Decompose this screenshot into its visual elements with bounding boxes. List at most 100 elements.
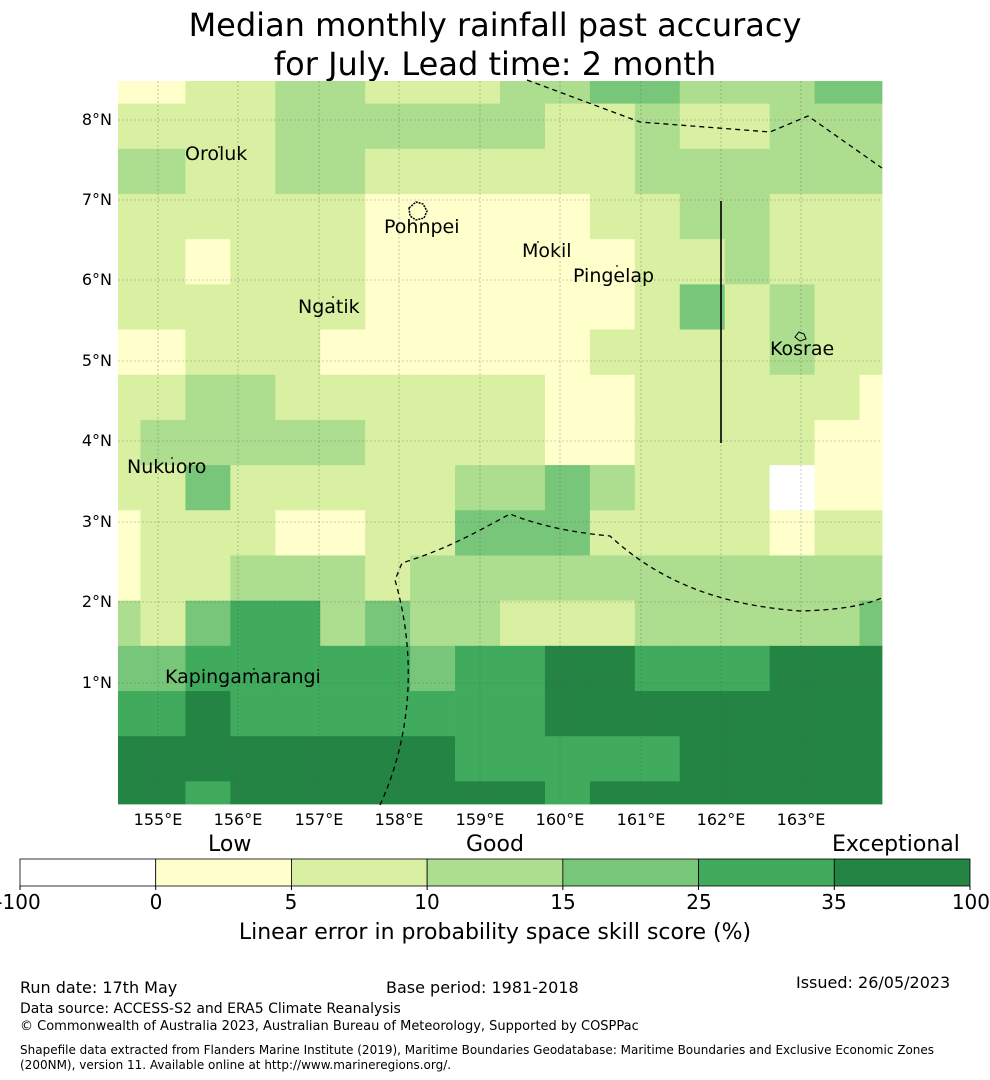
issued-date: Issued: 26/05/2023 [796,973,951,992]
lon-label-156e: 156°E [213,810,263,829]
grid-cell [814,645,860,692]
lat-label-7n: 7°N [81,190,112,209]
colorbar-tick-10: 10 [414,890,440,914]
grid-cell [320,645,366,692]
grid-cell [679,781,726,805]
grid-cell [500,374,546,421]
grid-cell [724,148,771,195]
grid-cell [769,691,815,737]
grid-cell [859,736,883,782]
grid-cell [230,691,276,737]
grid-cell [185,193,231,240]
grid-cell [724,691,771,737]
colorbar-tick-5: 5 [284,890,298,914]
grid-cell [769,329,815,376]
colorbar-tick-35: 35 [821,890,847,914]
colorbar-category-exceptional: Exceptional [832,832,960,857]
grid-cell [814,103,860,150]
grid-cell [320,193,366,240]
grid-cell [724,781,771,805]
grid-cell [589,284,636,330]
grid-cell [769,284,815,330]
grid-cell [544,465,591,511]
grid-cell [859,374,883,421]
grid-cell [185,419,231,466]
grid-cell [185,148,231,195]
grid-cell [140,691,186,737]
grid-cell [589,645,636,692]
lat-label-6n: 6°N [81,270,112,289]
grid-cell [410,781,456,805]
grid-cell [118,81,141,104]
lon-label-157e: 157°E [294,810,344,829]
grid-cell [859,103,883,150]
grid-cell [589,239,636,285]
grid-cell [118,148,141,195]
lat-label-5n: 5°N [81,351,112,370]
grid-cell [724,736,771,782]
colorbar-tick-15: 15 [550,890,576,914]
grid-cell [275,103,321,150]
grid-cell [634,419,681,466]
lon-label-160e: 160°E [535,810,585,829]
place-label-ngatik: Ngatik [298,296,360,318]
grid-cell [320,284,366,330]
grid-cell [185,103,231,150]
grid-cell [410,148,456,195]
grid-cell [500,600,546,647]
grid-cell [769,103,815,150]
grid-cell [365,329,411,376]
grid-cell [814,510,860,556]
grid-cell [275,555,321,602]
grid-cell [410,645,456,692]
grid-cell [544,600,591,647]
colorbar-tick-0: 0 [149,890,163,914]
place-label-kosrae: Kosrae [770,338,835,360]
grid-cell [814,691,860,737]
grid-cell [634,510,681,556]
grid-cell [410,510,456,556]
grid-cell [365,600,411,647]
grid-cell [500,193,546,240]
grid-cell [185,81,231,104]
grid-cell [410,555,456,602]
grid-cell [814,374,860,421]
grid-cell [320,691,366,737]
grid-cell [320,465,366,511]
grid-cell [500,103,546,150]
colorbar-segment [155,858,292,887]
grid-cell [230,374,276,421]
grid-cell [544,284,591,330]
grid-cell [410,329,456,376]
grid-cell [859,148,883,195]
colorbar-tick-25: 25 [686,890,712,914]
ngatik-island-dot [332,296,334,298]
grid-cell [814,781,860,805]
grid-cell [679,239,726,285]
grid-cell [589,555,636,602]
grid-cell [859,555,883,602]
grid-cell [275,465,321,511]
grid-cell [410,81,456,104]
grid-cell [365,555,411,602]
grid-cell [140,465,186,511]
grid-cell [140,239,186,285]
grid-cell [185,284,231,330]
grid-cell [589,193,636,240]
grid-cell [275,81,321,104]
grid-cell [724,465,771,511]
grid-cell [634,736,681,782]
grid-cell [724,510,771,556]
grid-cell [275,284,321,330]
run-date: Run date: 17th May [20,978,178,997]
grid-cell [365,691,411,737]
grid-cell [859,419,883,466]
kapingamarangi-island-dot [253,668,255,670]
lon-label-163e: 163°E [776,810,826,829]
grid-cell [814,419,860,466]
lon-label-158e: 158°E [374,810,424,829]
grid-cell [455,239,501,285]
grid-cell [500,645,546,692]
grid-cell [634,148,681,195]
